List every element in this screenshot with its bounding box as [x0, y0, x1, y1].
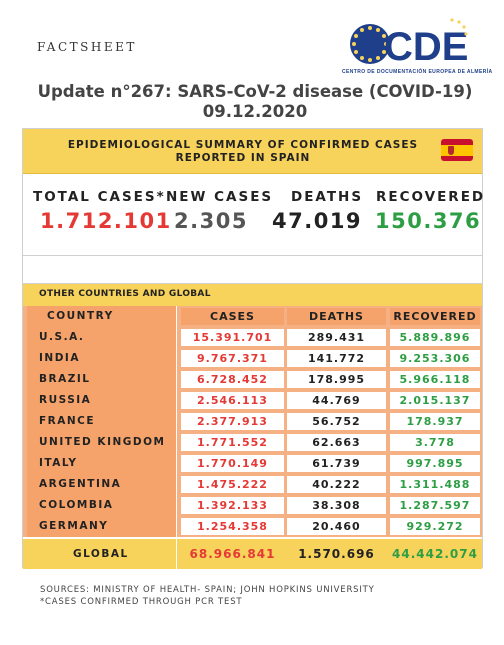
cases-cell: 6.728.452 [181, 371, 284, 388]
total-cases-value: 1.712.101 [40, 209, 172, 233]
cases-cell: 1.392.133 [181, 497, 284, 514]
table-header-row: COUNTRY CASES DEATHS RECOVERED [23, 306, 482, 327]
table-row: ARGENTINA 1.475.222 40.222 1.311.488 [23, 474, 482, 495]
country-name: UNITED KINGDOM [27, 432, 177, 453]
global-cases: 68.966.841 [181, 542, 284, 566]
summary-title-line2: REPORTED IN SPAIN [175, 152, 311, 164]
deaths-cell: 289.431 [287, 329, 386, 346]
column-header-country: COUNTRY [27, 306, 177, 327]
new-cases-value: 2.305 [174, 209, 248, 233]
page-title: Update n°267: SARS-CoV-2 disease (COVID-… [37, 82, 473, 121]
table-row: RUSSIA 2.546.113 44.769 2.015.137 [23, 390, 482, 411]
recovered-label: RECOVERED [376, 189, 486, 205]
country-name: FRANCE [27, 411, 177, 432]
footer-notes: SOURCES: MINISTRY OF HEALTH- SPAIN; JOHN… [40, 584, 375, 608]
logo-subtitle: CENTRO DE DOCUMENTACIÓN EUROPEA DE ALMER… [342, 69, 493, 75]
summary-header: EPIDEMIOLOGICAL SUMMARY OF CONFIRMED CAS… [23, 129, 482, 174]
recovered-cell: 5.966.118 [390, 371, 480, 388]
table-row: BRAZIL 6.728.452 178.995 5.966.118 [23, 369, 482, 390]
summary-panel: EPIDEMIOLOGICAL SUMMARY OF CONFIRMED CAS… [22, 128, 486, 569]
svg-text:CDE: CDE [384, 25, 468, 69]
factsheet-label: FACTSHEET [37, 40, 137, 54]
country-name: BRAZIL [27, 369, 177, 390]
summary-title: EPIDEMIOLOGICAL SUMMARY OF CONFIRMED CAS… [53, 139, 433, 165]
recovered-cell: 5.889.896 [390, 329, 480, 346]
table-row: U.S.A. 15.391.701 289.431 5.889.896 [23, 327, 482, 348]
cases-cell: 1.770.149 [181, 455, 284, 472]
table-row: GERMANY 1.254.358 20.460 929.272 [23, 516, 482, 537]
cases-cell: 1.771.552 [181, 434, 284, 451]
sources-text: SOURCES: MINISTRY OF HEALTH- SPAIN; JOHN… [40, 585, 375, 595]
country-name: ITALY [27, 453, 177, 474]
total-cases-label: TOTAL CASES* [33, 189, 166, 205]
recovered-value: 150.376 [375, 209, 482, 233]
column-header-recovered: RECOVERED [390, 308, 480, 325]
cde-logo-icon: CDE [350, 18, 468, 69]
cases-cell: 2.546.113 [181, 392, 284, 409]
global-row: GLOBAL 68.966.841 1.570.696 44.442.074 [23, 539, 482, 569]
deaths-label: DEATHS [291, 189, 364, 205]
pcr-note: *CASES CONFIRMED THROUGH PCR TEST [40, 597, 243, 607]
deaths-cell: 178.995 [287, 371, 386, 388]
recovered-cell: 9.253.306 [390, 350, 480, 367]
cases-cell: 15.391.701 [181, 329, 284, 346]
recovered-cell: 1.287.597 [390, 497, 480, 514]
country-name: COLOMBIA [27, 495, 177, 516]
column-header-deaths: DEATHS [287, 308, 386, 325]
country-name: U.S.A. [27, 327, 177, 348]
deaths-cell: 44.769 [287, 392, 386, 409]
cases-cell: 9.767.371 [181, 350, 284, 367]
deaths-cell: 56.752 [287, 413, 386, 430]
table-row: INDIA 9.767.371 141.772 9.253.306 [23, 348, 482, 369]
global-label: GLOBAL [27, 539, 177, 569]
other-section-label: OTHER COUNTRIES AND GLOBAL [39, 289, 211, 299]
global-recovered: 44.442.074 [390, 542, 480, 566]
blank-row [23, 255, 482, 284]
recovered-cell: 997.895 [390, 455, 480, 472]
table-row: ITALY 1.770.149 61.739 997.895 [23, 453, 482, 474]
recovered-cell: 3.778 [390, 434, 480, 451]
table-row: FRANCE 2.377.913 56.752 178.937 [23, 411, 482, 432]
recovered-cell: 2.015.137 [390, 392, 480, 409]
cases-cell: 1.475.222 [181, 476, 284, 493]
country-name: ARGENTINA [27, 474, 177, 495]
country-name: INDIA [27, 348, 177, 369]
cases-cell: 2.377.913 [181, 413, 284, 430]
summary-title-line1: EPIDEMIOLOGICAL SUMMARY OF CONFIRMED CAS… [67, 139, 419, 151]
spain-flag-icon [441, 139, 473, 161]
table-row: COLOMBIA 1.392.133 38.308 1.287.597 [23, 495, 482, 516]
deaths-cell: 61.739 [287, 455, 386, 472]
cases-cell: 1.254.358 [181, 518, 284, 535]
deaths-cell: 62.663 [287, 434, 386, 451]
recovered-cell: 178.937 [390, 413, 480, 430]
deaths-value: 47.019 [272, 209, 363, 233]
other-section-header: OTHER COUNTRIES AND GLOBAL [23, 284, 482, 306]
table-row: UNITED KINGDOM 1.771.552 62.663 3.778 [23, 432, 482, 453]
deaths-cell: 40.222 [287, 476, 386, 493]
global-deaths: 1.570.696 [287, 542, 386, 566]
deaths-cell: 20.460 [287, 518, 386, 535]
deaths-cell: 38.308 [287, 497, 386, 514]
country-name: GERMANY [27, 516, 177, 537]
column-header-cases: CASES [181, 308, 284, 325]
new-cases-label: NEW CASES [166, 189, 274, 205]
recovered-cell: 929.272 [390, 518, 480, 535]
country-name: RUSSIA [27, 390, 177, 411]
deaths-cell: 141.772 [287, 350, 386, 367]
recovered-cell: 1.311.488 [390, 476, 480, 493]
